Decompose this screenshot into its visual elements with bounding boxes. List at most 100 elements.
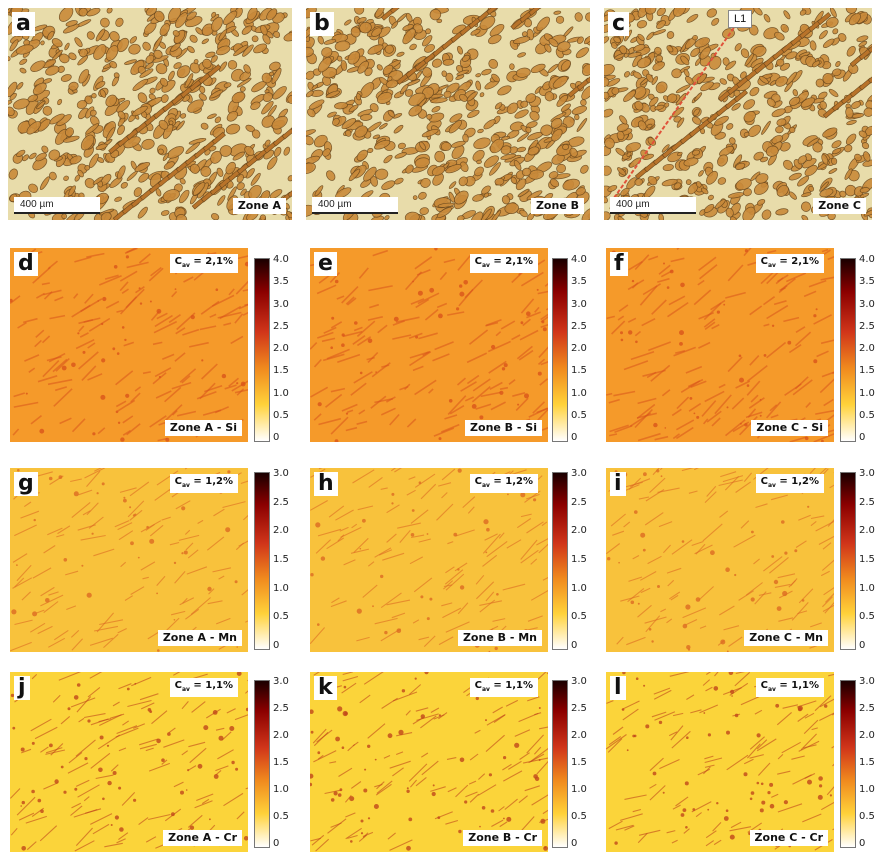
panel-letter: a (12, 12, 35, 36)
colorbar-tick-label: 0 (571, 838, 578, 849)
scale-bar: 400 µm (312, 197, 398, 214)
colorbar-tick-label: 3.5 (273, 276, 289, 288)
colorbar-tick-label: 2.0 (273, 730, 289, 741)
si-map-panel-e: e Cav = 2,1% Zone B - Si (310, 248, 548, 442)
average-concentration-label: Cav = 2,1% (469, 254, 538, 273)
panel-letter: i (610, 472, 626, 496)
panel-letter: g (14, 472, 38, 496)
panel-letter: j (14, 676, 30, 700)
colorbar-tick-label: 1.0 (273, 784, 289, 795)
colorbar-tick-label: 4.0 (571, 254, 587, 265)
zone-element-label: Zone C - Cr (749, 830, 828, 846)
colorbar-tick-label: 1.5 (273, 554, 289, 565)
panel-letter: f (610, 252, 628, 276)
colorbar-l (840, 680, 856, 848)
element-map-image (606, 672, 834, 852)
element-map-image (310, 672, 548, 852)
colorbar-tick-label: 3.5 (571, 276, 587, 288)
colorbar-tick-label: 2.5 (571, 703, 587, 714)
colorbar-tick-label: 0.5 (571, 409, 587, 421)
mn-map-panel-i: i Cav = 1,2% Zone C - Mn (606, 468, 834, 652)
colorbar-tick-label: 4.0 (273, 254, 289, 265)
colorbar-tick-label: 1.5 (571, 554, 587, 565)
colorbar-tick-label: 2.0 (273, 343, 289, 354)
zone-element-label: Zone C - Mn (744, 630, 828, 646)
colorbar-tick-label: 1.0 (571, 582, 587, 594)
micrograph-panel-c: c L1 400 µm Zone C (604, 8, 872, 220)
zone-element-label: Zone B - Si (465, 420, 542, 436)
zone-element-label: Zone B - Cr (463, 830, 542, 846)
colorbar-tick-label: 1.5 (859, 554, 875, 565)
colorbar-tick-label: 0 (571, 432, 578, 443)
element-map-image (606, 248, 834, 442)
zone-element-label: Zone C - Si (751, 420, 828, 436)
average-concentration-label: Cav = 1,2% (755, 474, 824, 493)
colorbar-tick-label: 0.5 (859, 811, 875, 822)
scale-bar: 400 µm (14, 197, 100, 214)
mn-map-panel-h: h Cav = 1,2% Zone B - Mn (310, 468, 548, 652)
colorbar-tick-label: 1.0 (859, 387, 875, 399)
panel-letter: c (608, 12, 630, 36)
line-marker-label: L1 (728, 10, 753, 28)
colorbar-tick-label: 3.0 (859, 468, 875, 479)
colorbar-tick-label: 2.0 (859, 343, 875, 354)
element-map-image (310, 468, 548, 652)
colorbar-e (552, 258, 568, 442)
cr-map-panel-k: k Cav = 1,1% Zone B - Cr (310, 672, 548, 852)
zone-element-label: Zone A - Mn (157, 630, 242, 646)
micrograph-image (306, 8, 590, 220)
colorbar-tick-label: 3.0 (859, 298, 875, 310)
colorbar-tick-label: 2.5 (859, 320, 875, 332)
colorbar-tick-label: 1.0 (571, 387, 587, 399)
average-concentration-label: Cav = 1,2% (469, 474, 538, 493)
micrograph-image (604, 8, 872, 220)
colorbar-tick-label: 1.0 (859, 582, 875, 594)
colorbar-tick-label: 2.0 (571, 343, 587, 354)
zone-element-label: Zone B - Mn (457, 630, 542, 646)
colorbar-tick-label: 0.5 (571, 811, 587, 822)
element-map-image (10, 468, 248, 652)
colorbar-g (254, 472, 270, 650)
panel-letter: k (314, 676, 337, 700)
average-concentration-label: Cav = 1,1% (469, 678, 538, 697)
colorbar-tick-label: 3.0 (571, 676, 587, 687)
panel-letter: l (610, 676, 626, 700)
cr-map-panel-l: l Cav = 1,1% Zone C - Cr (606, 672, 834, 852)
mn-map-panel-g: g Cav = 1,2% Zone A - Mn (10, 468, 248, 652)
colorbar-tick-label: 3.5 (859, 276, 875, 288)
colorbar-tick-label: 0.5 (859, 611, 875, 623)
colorbar-tick-label: 2.0 (571, 525, 587, 537)
colorbar-tick-label: 4.0 (859, 254, 875, 265)
colorbar-tick-label: 0 (273, 432, 280, 443)
colorbar-tick-label: 1.5 (571, 365, 587, 377)
colorbar-tick-label: 1.5 (859, 365, 875, 377)
colorbar-k (552, 680, 568, 848)
element-map-image (310, 248, 548, 442)
panel-letter: e (314, 252, 337, 276)
colorbar-f (840, 258, 856, 442)
average-concentration-label: Cav = 2,1% (755, 254, 824, 273)
panel-letter: h (314, 472, 338, 496)
colorbar-tick-label: 1.5 (859, 757, 875, 768)
colorbar-tick-label: 2.5 (571, 320, 587, 332)
colorbar-i (840, 472, 856, 650)
panel-letter: b (310, 12, 334, 36)
colorbar-tick-label: 2.0 (571, 730, 587, 741)
colorbar-tick-label: 3.0 (273, 676, 289, 687)
colorbar-tick-label: 0 (859, 432, 866, 443)
colorbar-tick-label: 2.5 (859, 703, 875, 714)
micrograph-image (8, 8, 292, 220)
element-map-image (606, 468, 834, 652)
colorbar-h (552, 472, 568, 650)
zone-element-label: Zone A - Cr (163, 830, 242, 846)
colorbar-tick-label: 3.0 (273, 298, 289, 310)
colorbar-tick-label: 2.5 (859, 496, 875, 508)
colorbar-tick-label: 1.5 (273, 757, 289, 768)
colorbar-j (254, 680, 270, 848)
micrograph-panel-b: b 400 µm Zone B (306, 8, 590, 220)
colorbar-tick-label: 3.0 (273, 468, 289, 479)
colorbar-tick-label: 2.5 (273, 703, 289, 714)
colorbar-tick-label: 2.5 (273, 496, 289, 508)
colorbar-tick-label: 1.0 (571, 784, 587, 795)
colorbar-tick-label: 3.0 (571, 468, 587, 479)
